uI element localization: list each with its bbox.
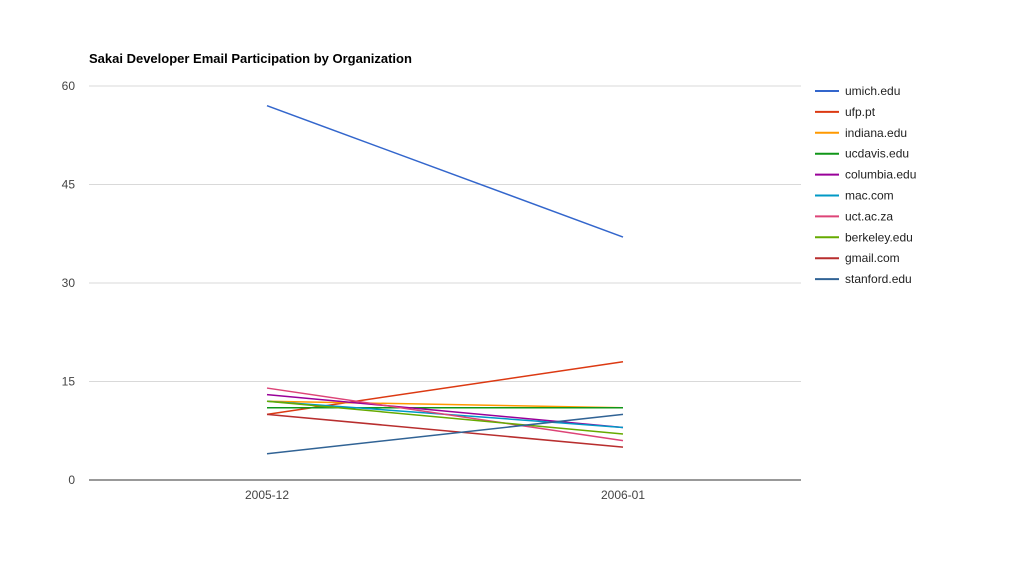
legend-item[interactable]: columbia.edu: [815, 168, 916, 182]
y-tick-label: 60: [62, 79, 76, 93]
legend-label: gmail.com: [845, 251, 900, 265]
legend-label: ufp.pt: [845, 105, 876, 119]
legend-item[interactable]: ufp.pt: [815, 105, 876, 119]
series-line-umich-edu: [266, 104, 624, 238]
gridlines: [89, 85, 801, 382]
chart-title: Sakai Developer Email Participation by O…: [89, 51, 412, 66]
legend-label: ucdavis.edu: [845, 147, 909, 161]
legend-item[interactable]: umich.edu: [815, 84, 900, 98]
series-lines: [266, 104, 624, 455]
legend-item[interactable]: gmail.com: [815, 251, 900, 265]
x-tick-label: 2006-01: [601, 488, 645, 502]
legend-item[interactable]: indiana.edu: [815, 126, 907, 140]
legend-label: mac.com: [845, 189, 894, 203]
legend-item[interactable]: mac.com: [815, 189, 894, 203]
y-tick-label: 45: [62, 178, 76, 192]
series-line-indiana-edu: [266, 400, 624, 409]
legend: umich.edu ufp.pt indiana.edu ucdavis.edu col…: [815, 84, 916, 286]
series-line-berkeley-edu: [266, 400, 624, 435]
series-line-uct-ac-za: [266, 387, 624, 442]
legend-item[interactable]: uct.ac.za: [815, 209, 893, 223]
legend-item[interactable]: berkeley.edu: [815, 230, 913, 244]
y-tick-label: 30: [62, 276, 76, 290]
legend-label: stanford.edu: [845, 272, 912, 286]
legend-label: columbia.edu: [845, 168, 916, 182]
x-tick-label: 2005-12: [245, 488, 289, 502]
series-line-gmail-com: [266, 413, 624, 448]
y-axis-ticks: 0 15 30 45 60: [62, 79, 76, 487]
legend-label: indiana.edu: [845, 126, 907, 140]
y-tick-label: 15: [62, 375, 76, 389]
x-axis-ticks: 2005-12 2006-01: [245, 488, 645, 502]
legend-item[interactable]: stanford.edu: [815, 272, 912, 286]
legend-label: umich.edu: [845, 84, 900, 98]
legend-label: berkeley.edu: [845, 230, 913, 244]
legend-item[interactable]: ucdavis.edu: [815, 147, 909, 161]
series-line-columbia-edu: [266, 393, 624, 429]
series-line-stanford-edu: [266, 413, 624, 455]
y-tick-label: 0: [68, 473, 75, 487]
legend-label: uct.ac.za: [845, 209, 893, 223]
